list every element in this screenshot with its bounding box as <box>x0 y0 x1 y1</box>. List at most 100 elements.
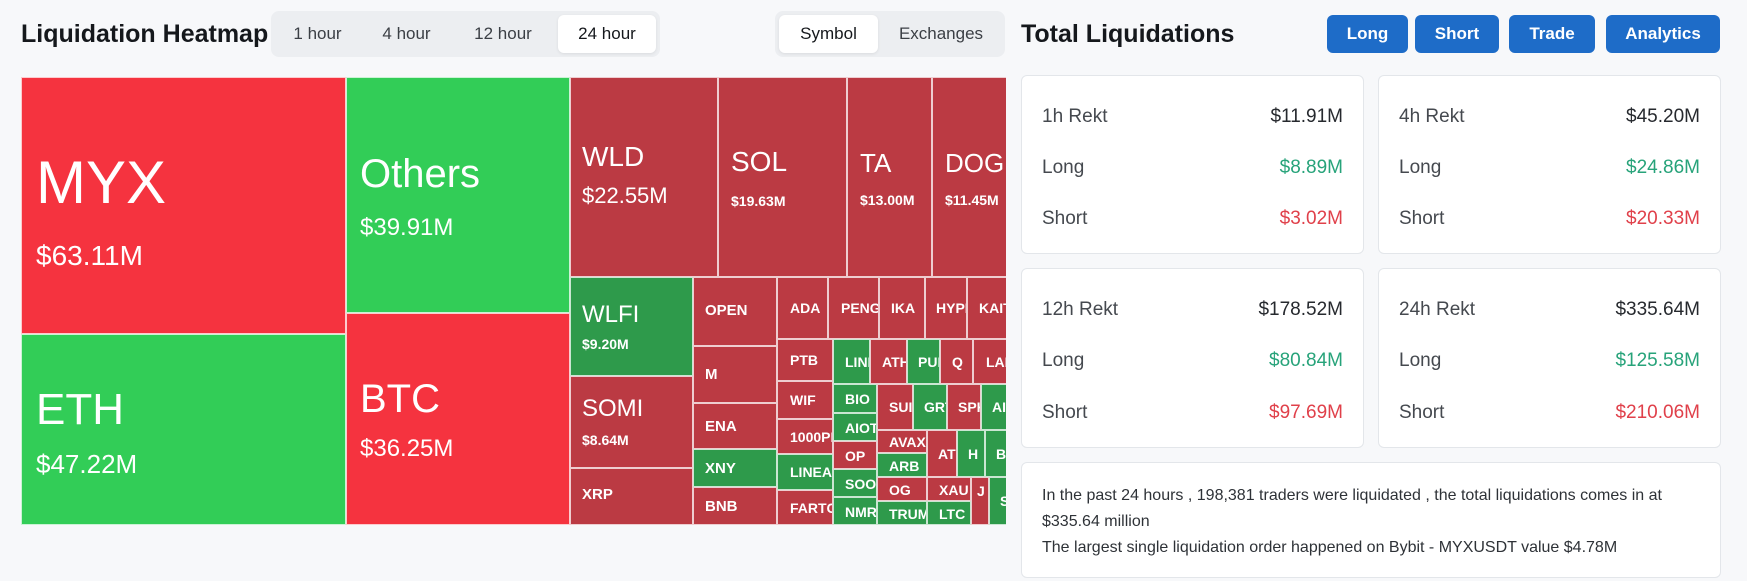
treemap-cell-ada[interactable]: ADA <box>777 277 828 339</box>
treemap-cell-lab[interactable]: LAB <box>973 339 1006 384</box>
treemap-cell-arb[interactable]: ARB <box>877 453 927 477</box>
cell-symbol: LAB <box>986 354 1006 370</box>
cell-symbol: PENGU <box>841 300 878 316</box>
treemap-cell-myx[interactable]: MYX $63.11M <box>21 77 346 334</box>
card-period: 4h Rekt <box>1399 106 1465 127</box>
treemap-cell-sui[interactable]: SUI <box>877 384 913 430</box>
card-long-label: Long <box>1042 157 1085 178</box>
treemap-cell-xrp[interactable]: XRP <box>570 468 693 525</box>
card-total: $335.64M <box>1615 299 1700 320</box>
card-short-label: Short <box>1042 402 1088 423</box>
cell-symbol: NMR <box>845 504 877 520</box>
cell-symbol: LINK <box>845 354 869 370</box>
treemap-cell-wld[interactable]: WLD $22.55M <box>570 77 718 277</box>
short-button[interactable]: Short <box>1415 15 1499 53</box>
treemap-cell-q[interactable]: Q <box>940 339 973 384</box>
cell-symbol: B <box>996 446 1006 462</box>
treemap-cell-ath[interactable]: ATH <box>870 339 907 384</box>
treemap-cell-avax[interactable]: AVAX <box>877 430 927 453</box>
treemap-cell-m[interactable]: M <box>693 346 777 403</box>
treemap-cell-trump[interactable]: TRUMP <box>877 501 927 525</box>
treemap-cell-pengu[interactable]: PENGU <box>828 277 879 339</box>
treemap-cell-ltc[interactable]: LTC <box>927 501 971 525</box>
treemap-cell-h[interactable]: H <box>957 430 985 477</box>
cell-symbol: BNB <box>705 498 738 515</box>
cell-symbol: LINEA <box>790 464 832 480</box>
cell-symbol: XAU <box>939 482 969 498</box>
cell-value: $63.11M <box>36 240 143 271</box>
card-long-label: Long <box>1042 350 1085 371</box>
cell-symbol: ARB <box>889 458 920 474</box>
treemap-cell-fartcoin[interactable]: FARTCOIN <box>777 490 833 525</box>
analytics-button[interactable]: Analytics <box>1606 15 1720 53</box>
tab-24-hour[interactable]: 24 hour <box>558 15 656 53</box>
treemap-cell-bio[interactable]: BIO <box>833 384 877 413</box>
card-long-value: $8.89M <box>1279 157 1343 178</box>
treemap-cell-bnb[interactable]: BNB <box>693 487 777 525</box>
cell-symbol: PUMP <box>918 354 939 370</box>
treemap-cell-btc[interactable]: BTC $36.25M <box>346 313 570 525</box>
treemap-cell-xau[interactable]: XAU <box>927 477 971 501</box>
treemap-cell-s[interactable]: S <box>989 477 1006 525</box>
treemap-cell-nmr[interactable]: NMR <box>833 497 877 525</box>
card-short-label: Short <box>1399 402 1445 423</box>
treemap-cell-link[interactable]: LINK <box>833 339 870 384</box>
treemap-cell-ptb[interactable]: PTB <box>777 339 833 381</box>
card-long-label: Long <box>1399 157 1442 178</box>
treemap-cell-somi[interactable]: SOMI $8.64M <box>570 376 693 468</box>
treemap-cell-1000pepe[interactable]: 1000PEPE <box>777 419 833 454</box>
time-range-selector: 1 hour 4 hour 12 hour 24 hour <box>271 11 660 57</box>
treemap-cell-op[interactable]: OP <box>833 441 877 469</box>
treemap-cell-wlfi[interactable]: WLFI $9.20M <box>570 277 693 376</box>
tab-1-hour[interactable]: 1 hour <box>293 24 342 43</box>
treemap-cell-linea[interactable]: LINEA <box>777 454 833 490</box>
cell-symbol: WLFI <box>582 301 640 328</box>
card-long-value: $80.84M <box>1269 350 1343 371</box>
tab-symbol[interactable]: Symbol <box>779 15 878 53</box>
cell-symbol: XRP <box>582 486 613 503</box>
treemap-cell-ena[interactable]: ENA <box>693 403 777 449</box>
stat-card-12h: 12h Rekt $178.52M Long $80.84M Short $97… <box>1021 268 1364 448</box>
treemap-cell-aiot[interactable]: AIOT <box>833 413 877 441</box>
treemap-cell-grt[interactable]: GRT <box>913 384 947 430</box>
cell-value: $47.22M <box>36 449 138 479</box>
stat-card-24h: 24h Rekt $335.64M Long $125.58M Short $2… <box>1378 268 1721 448</box>
cell-symbol: DOGE <box>945 148 1006 178</box>
treemap-cell-pump[interactable]: PUMP <box>907 339 940 384</box>
treemap-cell-doge[interactable]: DOGE $11.45M <box>932 77 1006 277</box>
long-button[interactable]: Long <box>1327 15 1408 53</box>
tab-exchanges[interactable]: Exchanges <box>898 24 984 43</box>
treemap-cell-ta[interactable]: TA $13.00M <box>847 77 932 277</box>
treemap-cell-ika[interactable]: IKA <box>879 277 925 339</box>
cell-value: $9.20M <box>582 336 629 352</box>
cell-symbol: SOMI <box>582 395 644 422</box>
treemap-cell-og[interactable]: OG <box>877 477 927 501</box>
trade-button[interactable]: Trade <box>1509 15 1595 53</box>
treemap-cell-wif[interactable]: WIF <box>777 381 833 419</box>
treemap-cell-eth[interactable]: ETH $47.22M <box>21 334 346 525</box>
cell-symbol: TRUMP <box>889 506 926 522</box>
card-long-value: $125.58M <box>1615 350 1700 371</box>
treemap-cell-hype[interactable]: HYPE <box>925 277 967 339</box>
treemap-cell-others[interactable]: Others $39.91M <box>346 77 570 313</box>
liquidation-summary: In the past 24 hours , 198,381 traders w… <box>1021 462 1721 578</box>
treemap-cell-xny[interactable]: XNY <box>693 449 777 487</box>
cell-symbol: PTB <box>790 352 818 368</box>
cell-symbol: BTC <box>360 377 440 421</box>
tab-12-hour[interactable]: 12 hour <box>474 24 532 43</box>
treemap-cell-j[interactable]: J <box>971 477 989 525</box>
treemap-cell-soon[interactable]: SOON <box>833 469 877 497</box>
treemap-cell-b[interactable]: B <box>985 430 1006 477</box>
treemap-cell-sol[interactable]: SOL $19.63M <box>718 77 847 277</box>
treemap-cell-ai[interactable]: AI <box>981 384 1006 430</box>
treemap-cell-kaito[interactable]: KAITO <box>967 277 1006 339</box>
cell-value: $8.64M <box>582 432 629 448</box>
tab-4-hour[interactable]: 4 hour <box>382 24 431 43</box>
summary-line-1: In the past 24 hours , 198,381 traders w… <box>1042 487 1662 530</box>
cell-value: $39.91M <box>360 214 454 241</box>
treemap-cell-open[interactable]: OPEN <box>693 277 777 346</box>
cell-symbol: GRT <box>924 399 946 415</box>
treemap-cell-spk[interactable]: SPK <box>947 384 981 430</box>
card-short-value: $3.02M <box>1279 208 1343 229</box>
treemap-cell-at[interactable]: AT <box>927 430 957 477</box>
